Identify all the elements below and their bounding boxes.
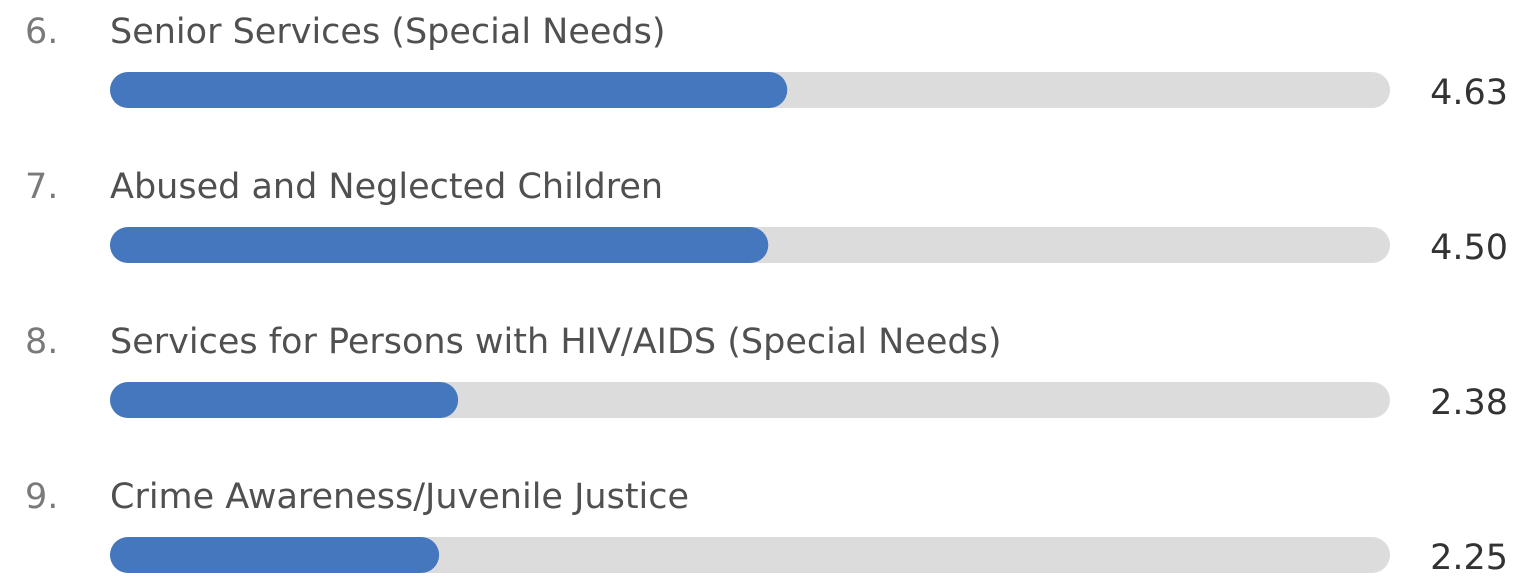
bar — [110, 382, 459, 418]
rank-number: 6. — [25, 12, 58, 52]
category-label: Senior Services (Special Needs) — [110, 12, 666, 52]
bar — [110, 227, 769, 263]
value-label: 4.63 — [1430, 73, 1508, 113]
value-label: 4.50 — [1430, 228, 1508, 268]
bar — [110, 72, 788, 108]
bar — [110, 537, 440, 573]
rank-number: 8. — [25, 322, 58, 362]
category-label: Abused and Neglected Children — [110, 167, 663, 207]
value-label: 2.25 — [1430, 538, 1508, 578]
category-label: Services for Persons with HIV/AIDS (Spec… — [110, 322, 1002, 362]
rank-number: 7. — [25, 167, 58, 207]
rank-number: 9. — [25, 477, 58, 517]
value-label: 2.38 — [1430, 383, 1508, 423]
category-label: Crime Awareness/Juvenile Justice — [110, 477, 689, 517]
